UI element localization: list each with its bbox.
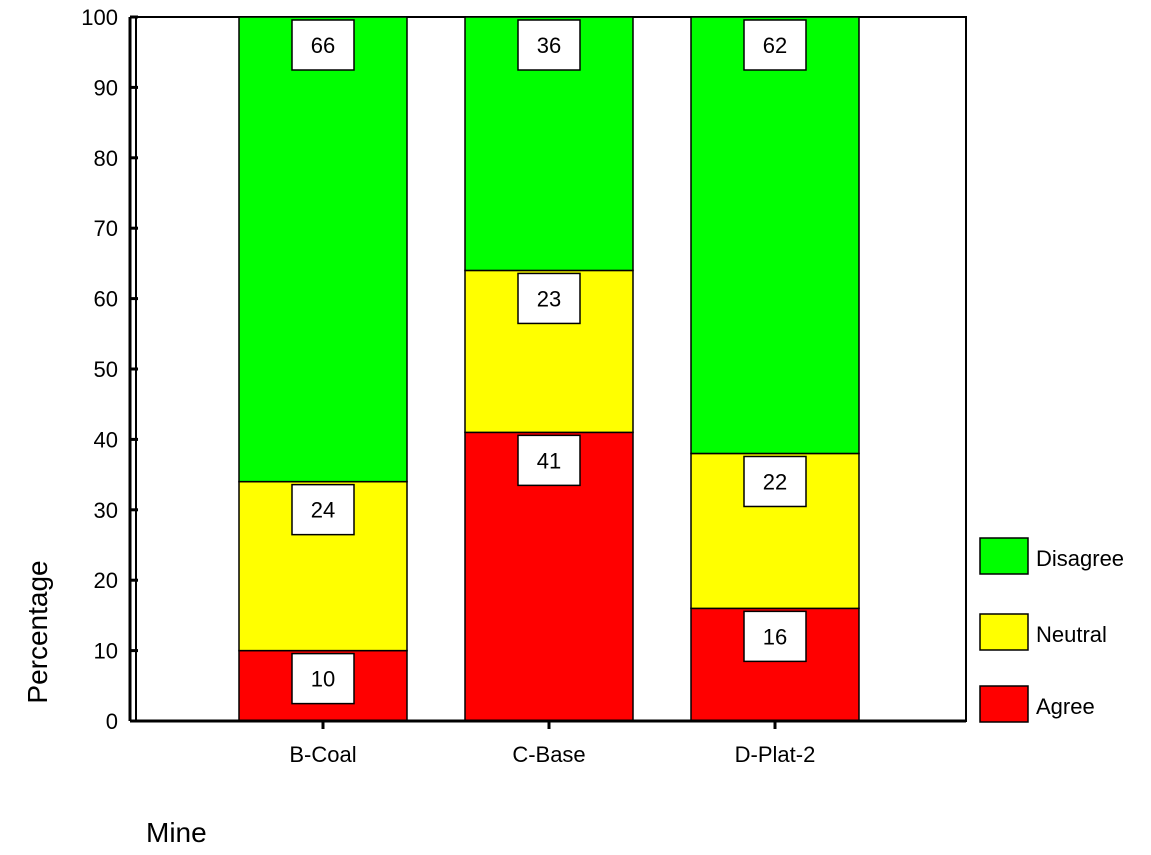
data-label-box	[517, 434, 581, 487]
bar-segment	[690, 16, 860, 455]
data-label-box	[743, 610, 807, 663]
y-tick-label: 0	[106, 709, 118, 734]
legend-label: Neutral	[1036, 622, 1107, 647]
data-label-box	[743, 19, 807, 71]
data-label-box	[291, 483, 355, 536]
data-label: 22	[763, 469, 787, 494]
y-tick-label: 10	[94, 639, 118, 664]
bar-segment	[238, 16, 408, 483]
y-tick-label: 80	[94, 146, 118, 171]
data-label: 41	[537, 448, 561, 473]
y-tick-label: 90	[94, 75, 118, 100]
y-tick-label: 60	[94, 287, 118, 312]
data-label: 23	[537, 286, 561, 311]
data-label: 62	[763, 33, 787, 58]
y-tick-label: 70	[94, 216, 118, 241]
data-label: 24	[311, 498, 335, 523]
bar-segment	[690, 452, 860, 610]
x-tick-label: D-Plat-2	[735, 742, 816, 767]
data-labels-layer: 10 24 66 41 23 36 16 22 62	[291, 19, 807, 705]
legend-swatch	[979, 613, 1029, 651]
legend: Disagree Neutral Agree	[979, 537, 1124, 723]
x-tick-label: C-Base	[512, 742, 585, 767]
data-label-box	[291, 19, 355, 71]
x-tick-label: B-Coal	[289, 742, 356, 767]
y-axis: 0 10 20 30 40 50 60 70 80 90 100	[81, 5, 138, 734]
data-label-box	[517, 272, 581, 325]
y-tick-label: 50	[94, 357, 118, 382]
data-label: 66	[311, 33, 335, 58]
legend-label: Disagree	[1036, 546, 1124, 571]
x-axis: B-Coal C-Base D-Plat-2	[130, 719, 966, 767]
y-tick-label: 40	[94, 427, 118, 452]
legend-label: Agree	[1036, 694, 1095, 719]
y-tick-label: 20	[94, 568, 118, 593]
data-label-box	[291, 652, 355, 705]
data-label: 16	[763, 624, 787, 649]
x-axis-title: Mine	[146, 817, 207, 848]
legend-swatch	[979, 685, 1029, 723]
data-label-box	[517, 19, 581, 71]
y-axis-title: Percentage	[22, 560, 53, 703]
data-label: 36	[537, 33, 561, 58]
y-tick-label: 100	[81, 5, 118, 30]
data-label: 10	[311, 667, 335, 692]
data-label-box	[743, 455, 807, 508]
legend-swatch	[979, 537, 1029, 575]
y-tick-label: 30	[94, 498, 118, 523]
